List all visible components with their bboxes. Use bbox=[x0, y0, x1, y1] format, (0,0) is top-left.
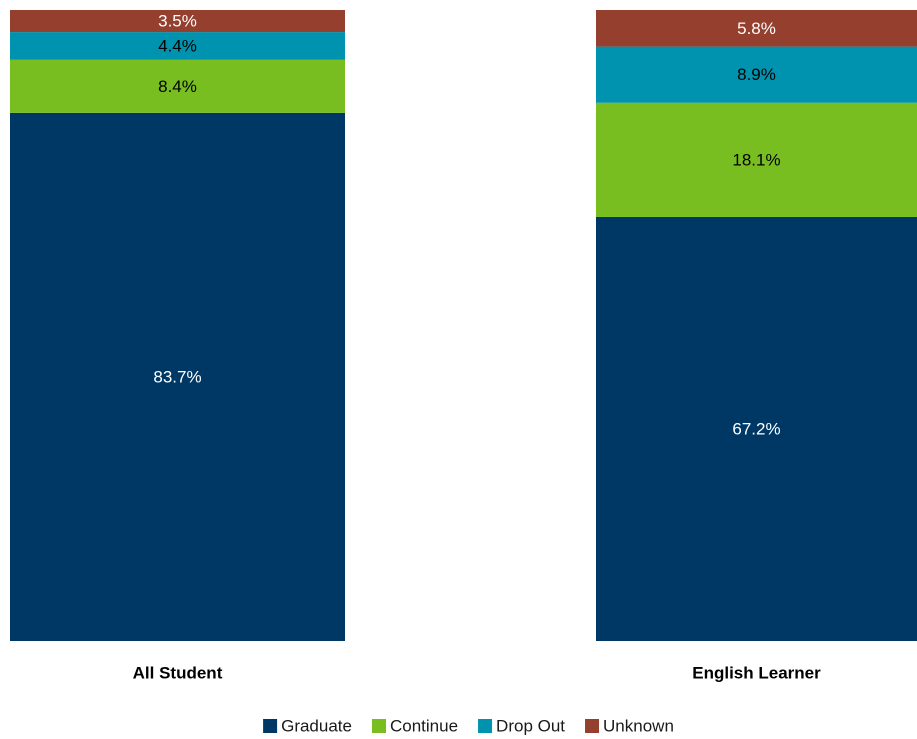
bar-segment bbox=[10, 112, 345, 641]
value-label: 3.5% bbox=[158, 12, 197, 31]
value-label: 8.4% bbox=[158, 77, 197, 96]
legend-swatch bbox=[371, 719, 386, 733]
value-label: 4.4% bbox=[158, 36, 197, 55]
legend-label: Graduate bbox=[281, 716, 352, 735]
legend-label: Unknown bbox=[603, 716, 674, 735]
legend-label: Continue bbox=[390, 716, 458, 735]
bar-segment bbox=[596, 102, 917, 217]
bar-segment bbox=[596, 216, 917, 641]
bar-segment bbox=[596, 46, 917, 103]
legend-swatch bbox=[263, 719, 278, 733]
value-label: 5.8% bbox=[737, 19, 776, 38]
value-label: 18.1% bbox=[732, 150, 780, 169]
value-label: 83.7% bbox=[153, 367, 201, 386]
category-label: All Student bbox=[133, 663, 223, 682]
value-label: 67.2% bbox=[732, 419, 780, 438]
category-label: English Learner bbox=[692, 663, 821, 682]
bar-segment bbox=[10, 32, 345, 60]
legend-swatch bbox=[585, 719, 600, 733]
value-label: 8.9% bbox=[737, 65, 776, 84]
legend-swatch bbox=[478, 719, 493, 733]
legend-label: Drop Out bbox=[496, 716, 565, 735]
bar-segment bbox=[10, 59, 345, 113]
bar-segment bbox=[596, 10, 917, 47]
bar-segment bbox=[10, 10, 345, 33]
